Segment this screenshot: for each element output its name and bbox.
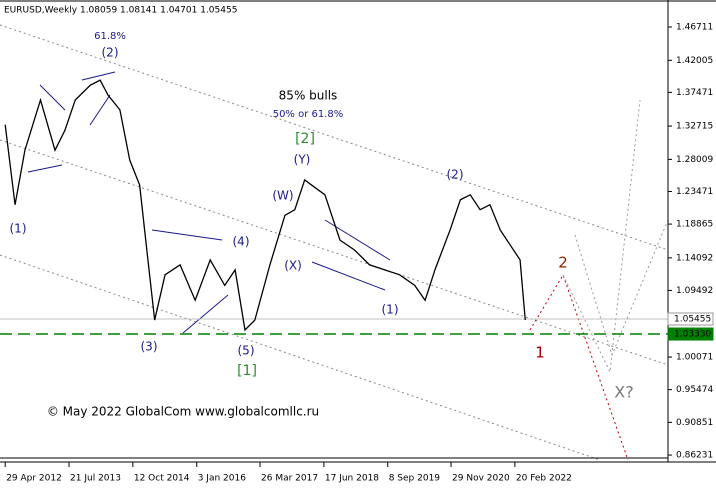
x-tick-label: 3 Jan 2016 xyxy=(198,474,246,484)
price-label: 1.05455 xyxy=(674,314,711,324)
price-line-series xyxy=(4,79,526,332)
annotation: (1) xyxy=(10,222,27,236)
y-tick-label: 1.00071 xyxy=(676,353,713,363)
y-tick-label: 1.18865 xyxy=(676,220,713,230)
x-tick-label: 21 Jul 2013 xyxy=(70,474,121,484)
x-tick-label: 29 Apr 2012 xyxy=(6,474,62,484)
chart-title: EURUSD,Weekly 1.08059 1.08141 1.04701 1.… xyxy=(4,6,237,16)
y-tick-label: 1.32715 xyxy=(676,122,713,132)
annotation: © May 2022 GlobalCom www.globalcomllc.ru xyxy=(47,405,319,419)
channel-lines xyxy=(0,24,669,461)
price-label-box xyxy=(667,312,714,326)
y-tick-label: 1.23471 xyxy=(676,187,713,197)
annotation: 1 xyxy=(535,344,545,362)
y-tick-label: 1.09492 xyxy=(676,286,713,296)
annotation: 61.8% xyxy=(94,31,126,42)
annotation: 85% bulls xyxy=(279,89,338,103)
annotation: (2) xyxy=(447,168,464,182)
y-tick-label: 0.95474 xyxy=(676,385,713,395)
annotation: (3) xyxy=(141,340,158,354)
x-tick-label: 17 Jun 2018 xyxy=(325,474,379,484)
y-tick-label: 1.37471 xyxy=(676,88,713,98)
annotation: X? xyxy=(614,383,633,402)
annotation: (X) xyxy=(284,259,302,273)
annotation: (W) xyxy=(272,189,293,203)
projection-red xyxy=(529,273,629,461)
x-tick-label: 20 Feb 2022 xyxy=(516,474,572,484)
annotation: (1) xyxy=(382,303,399,317)
x-tick-label: 8 Sep 2019 xyxy=(389,474,441,484)
y-tick-label: 0.90851 xyxy=(676,418,713,428)
projection-gray xyxy=(574,219,669,357)
annotation: (4) xyxy=(233,235,250,249)
y-tick-label: 1.28009 xyxy=(676,155,713,165)
x-tick-label: 12 Oct 2014 xyxy=(134,474,190,484)
annotation: 2 xyxy=(558,254,568,272)
annotation: (2) xyxy=(102,46,119,60)
price-label: 1.03330 xyxy=(674,330,711,340)
annotation: (5) xyxy=(238,344,255,358)
y-tick-label: 1.42005 xyxy=(676,56,713,66)
x-tick-label: 29 Nov 2020 xyxy=(452,474,510,484)
annotation: [2] xyxy=(295,131,315,147)
wedge-lines xyxy=(27,71,391,334)
projection-gray xyxy=(562,99,641,374)
annotation: (Y) xyxy=(294,153,311,167)
y-tick-label: 1.14092 xyxy=(676,253,713,263)
annotation: [1] xyxy=(237,363,257,379)
x-tick-label: 26 Mar 2017 xyxy=(261,474,318,484)
annotation: 50% or 61.8% xyxy=(273,109,344,120)
y-tick-label: 0.86231 xyxy=(676,451,713,461)
y-tick-label: 1.46711 xyxy=(676,23,713,33)
price-label-box xyxy=(667,327,714,341)
